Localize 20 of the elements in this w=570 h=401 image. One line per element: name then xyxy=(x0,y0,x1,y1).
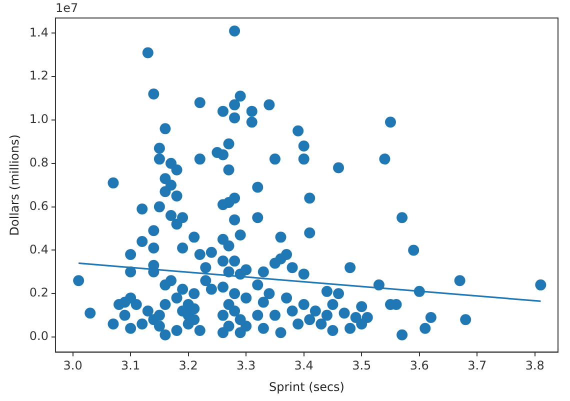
y-tick-label: 1.2 xyxy=(29,68,48,83)
x-tick-label: 3.6 xyxy=(410,358,429,373)
y-axis-title: Dollars (millions) xyxy=(7,134,22,236)
x-tick-label: 3.5 xyxy=(352,358,372,373)
x-tick-label: 3.7 xyxy=(468,358,487,373)
x-tick-label: 3.4 xyxy=(294,358,314,373)
y-tick-label: 1.0 xyxy=(29,112,48,126)
x-tick-label: 3.1 xyxy=(121,358,140,373)
x-tick-label: 3.0 xyxy=(63,358,82,373)
text: 1e7 xyxy=(55,1,78,16)
y-tick-label: 0.4 xyxy=(29,242,48,256)
y-tick-label: 0.0 xyxy=(29,329,48,344)
x-tick-label: 3.8 xyxy=(525,358,544,373)
x-tick-label: 3.3 xyxy=(236,358,256,373)
y-tick-label: 1.4 xyxy=(29,25,48,40)
y-tick-label: 0.2 xyxy=(29,286,48,300)
y-tick-label: 0.6 xyxy=(29,198,48,213)
x-tick-label: 3.2 xyxy=(178,358,198,373)
y-tick-label: 0.8 xyxy=(29,156,48,170)
x-axis-title: Sprint (secs) xyxy=(269,380,344,394)
